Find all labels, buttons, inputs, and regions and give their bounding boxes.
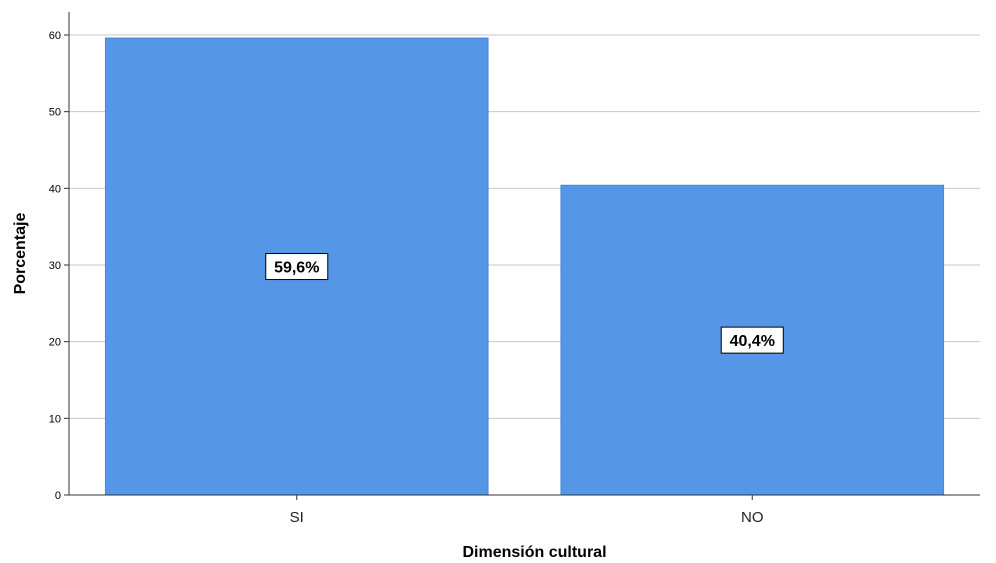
- y-tick-label: 40: [49, 183, 61, 195]
- y-axis-title: Porcentaje: [12, 212, 29, 294]
- x-tick-labels: SI NO: [290, 495, 764, 526]
- x-tick-label: NO: [741, 509, 764, 526]
- x-axis-title: Dimensión cultural: [462, 544, 606, 561]
- bars: [104, 37, 945, 496]
- y-tick-label: 0: [55, 490, 61, 502]
- y-tick-label: 20: [49, 337, 61, 349]
- axes: [68, 12, 980, 496]
- y-tick-label: 30: [49, 260, 61, 272]
- y-tick-label: 60: [49, 30, 61, 42]
- data-labels: 59,6% 40,4%: [265, 253, 784, 354]
- y-tick-label: 10: [49, 413, 61, 425]
- data-label-box: [720, 326, 784, 354]
- x-tick-label: SI: [290, 509, 304, 526]
- data-label: 40,4%: [730, 333, 775, 350]
- data-label-box: [265, 253, 329, 281]
- y-ticks: 0 10 20 30 40 50 60: [49, 30, 69, 502]
- data-label: 59,6%: [274, 260, 319, 277]
- y-tick-label: 50: [49, 107, 61, 119]
